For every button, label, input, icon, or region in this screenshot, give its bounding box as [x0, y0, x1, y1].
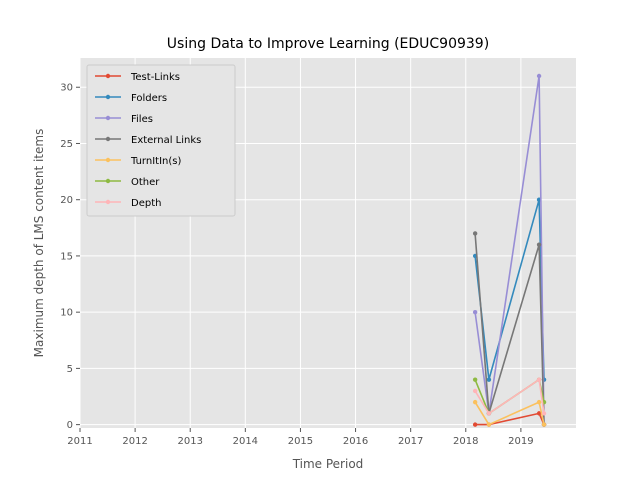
legend-marker-other [105, 178, 111, 184]
series-lines [472, 73, 547, 427]
legend-label-test-links: Test-Links [130, 72, 180, 83]
y-tick-label: 5 [67, 364, 73, 375]
data-point-external-links [536, 242, 542, 247]
data-point-depth [536, 377, 542, 382]
data-point-turnitin-s [472, 399, 478, 405]
series-line-test-links [475, 412, 545, 426]
y-tick-label: 25 [60, 139, 73, 150]
data-point-other [472, 377, 478, 382]
y-tick-label: 20 [60, 195, 73, 206]
data-point-test-links [472, 422, 478, 427]
legend-label-external-links: External Links [131, 135, 201, 146]
x-tick-label: 2018 [453, 436, 478, 447]
series-line-turnitin-s [474, 400, 545, 426]
data-point-folders [486, 377, 492, 382]
x-tick-label: 2014 [233, 436, 258, 447]
data-point-turnitin-s [486, 422, 492, 427]
x-tick-label: 2011 [67, 436, 92, 447]
legend-label-other: Other [131, 177, 160, 188]
x-axis-label: Time Period [292, 457, 364, 471]
legend-marker-depth [105, 199, 111, 205]
x-tick-label: 2013 [177, 436, 202, 447]
series-line-external-links [474, 233, 545, 425]
x-tick-label: 2019 [508, 436, 533, 447]
data-point-files [472, 309, 478, 315]
y-tick-label: 15 [60, 251, 73, 262]
series-depth [472, 377, 547, 416]
legend-marker-files [105, 115, 111, 121]
legend-marker-folders [105, 94, 111, 100]
series-line-depth [474, 378, 545, 415]
data-point-depth [541, 411, 547, 416]
data-point-turnitin-s [536, 399, 542, 405]
legend-label-depth: Depth [131, 198, 161, 209]
legend-label-folders: Folders [131, 93, 167, 104]
data-point-test-links [536, 411, 542, 416]
legend-marker-turnitin-s [105, 157, 111, 163]
chart-title: Using Data to Improve Learning (EDUC9093… [167, 36, 489, 52]
legend-label-files: Files [131, 114, 153, 125]
y-tick-label: 0 [67, 420, 73, 431]
data-point-depth [486, 411, 492, 416]
axis-ticks: 2011 2012 2013 2014 2015 2016 2017 2018 20190510… [60, 83, 533, 447]
data-point-depth [472, 388, 478, 394]
series-line-files [474, 75, 545, 425]
x-tick-label: 2015 [288, 436, 313, 447]
y-tick-label: 30 [60, 83, 73, 94]
legend-box [86, 64, 236, 217]
y-axis-label: Maximum depth of LMS content items [32, 129, 46, 358]
data-point-files [536, 73, 542, 79]
data-point-turnitin-s [541, 422, 547, 427]
x-tick-label: 2017 [398, 436, 423, 447]
y-tick-label: 10 [60, 308, 73, 319]
legend-marker-test-links [105, 73, 111, 79]
x-tick-label: 2016 [343, 436, 368, 447]
data-point-external-links [472, 231, 478, 236]
x-tick-label: 2012 [122, 436, 147, 447]
legend-marker-external-links [105, 136, 111, 142]
legend: Test-Links Folders Files External Links Turn… [86, 64, 236, 217]
series-turnitin-s [472, 399, 547, 427]
legend-label-turnitin-s: TurnItIn(s) [130, 156, 181, 167]
